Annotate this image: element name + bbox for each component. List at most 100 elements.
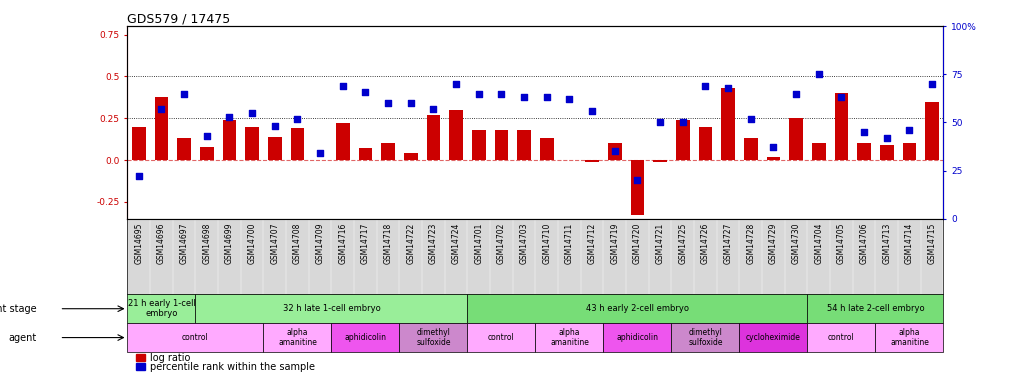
Text: GSM14707: GSM14707 <box>270 222 279 264</box>
Text: log ratio: log ratio <box>150 352 191 363</box>
Text: GSM14701: GSM14701 <box>474 222 483 264</box>
Text: GSM14730: GSM14730 <box>791 222 800 264</box>
Bar <box>874 323 943 352</box>
Text: GSM14717: GSM14717 <box>361 222 370 264</box>
Bar <box>290 128 304 160</box>
Bar <box>924 102 938 160</box>
Text: dimethyl
sulfoxide: dimethyl sulfoxide <box>416 328 450 347</box>
Text: control: control <box>488 333 515 342</box>
Bar <box>879 145 893 160</box>
Bar <box>811 143 824 160</box>
Bar <box>494 130 507 160</box>
Bar <box>467 294 807 323</box>
Text: alpha
amanitine: alpha amanitine <box>278 328 317 347</box>
Bar <box>653 160 666 162</box>
Point <box>877 135 894 141</box>
Text: agent: agent <box>8 333 37 343</box>
Point <box>289 116 306 122</box>
Point <box>855 129 871 135</box>
Text: GSM14710: GSM14710 <box>542 222 551 264</box>
Text: GSM14715: GSM14715 <box>926 222 935 264</box>
Text: percentile rank within the sample: percentile rank within the sample <box>150 362 315 372</box>
Point <box>742 116 758 122</box>
Bar <box>789 118 802 160</box>
Point <box>538 94 554 100</box>
Bar <box>739 323 807 352</box>
Point <box>719 85 736 91</box>
Text: GSM14713: GSM14713 <box>881 222 891 264</box>
Point <box>221 114 237 120</box>
Point <box>674 120 690 126</box>
Bar <box>246 127 259 160</box>
Point <box>651 120 667 126</box>
Text: aphidicolin: aphidicolin <box>344 333 386 342</box>
Text: GSM14711: GSM14711 <box>565 222 574 264</box>
Bar <box>263 323 331 352</box>
Text: GSM14728: GSM14728 <box>746 222 755 264</box>
Text: GSM14725: GSM14725 <box>678 222 687 264</box>
Bar <box>449 110 463 160</box>
Bar <box>136 363 146 370</box>
Bar <box>720 88 735 160</box>
Bar <box>127 294 196 323</box>
Point <box>788 91 804 97</box>
Text: GSM14704: GSM14704 <box>813 222 822 264</box>
Bar <box>698 127 711 160</box>
Text: GSM14727: GSM14727 <box>722 222 732 264</box>
Bar <box>136 354 146 361</box>
Bar <box>404 153 417 160</box>
Bar <box>381 143 394 160</box>
Text: GSM14697: GSM14697 <box>179 222 189 264</box>
Bar <box>399 323 467 352</box>
Text: GSM14716: GSM14716 <box>338 222 347 264</box>
Point <box>130 173 147 179</box>
Text: GSM14729: GSM14729 <box>768 222 777 264</box>
Bar <box>676 120 689 160</box>
Text: GSM14722: GSM14722 <box>406 222 415 264</box>
Text: GSM14696: GSM14696 <box>157 222 166 264</box>
Text: 21 h early 1-cell
embryo: 21 h early 1-cell embryo <box>127 299 196 318</box>
Bar <box>196 294 467 323</box>
Text: GSM14695: GSM14695 <box>135 222 144 264</box>
Bar <box>426 115 440 160</box>
Text: GSM14700: GSM14700 <box>248 222 257 264</box>
Text: GSM14705: GSM14705 <box>837 222 845 264</box>
Point <box>425 106 441 112</box>
Bar <box>766 157 780 160</box>
Bar <box>467 323 535 352</box>
Text: GSM14698: GSM14698 <box>202 222 211 264</box>
Point <box>629 177 645 183</box>
Point <box>470 91 486 97</box>
Bar <box>607 143 621 160</box>
Text: aphidicolin: aphidicolin <box>615 333 658 342</box>
Bar <box>335 123 350 160</box>
Point <box>176 91 193 97</box>
Text: control: control <box>827 333 854 342</box>
Point <box>606 148 623 154</box>
Text: GSM14724: GSM14724 <box>451 222 461 264</box>
Text: GSM14721: GSM14721 <box>655 222 664 264</box>
Text: GSM14720: GSM14720 <box>633 222 641 264</box>
Point <box>153 106 169 112</box>
Text: GSM14699: GSM14699 <box>225 222 233 264</box>
Bar <box>517 130 531 160</box>
Point <box>833 94 849 100</box>
Point <box>312 150 328 156</box>
Text: alpha
amanitine: alpha amanitine <box>890 328 928 347</box>
Bar <box>472 130 485 160</box>
Point <box>357 88 373 94</box>
Bar <box>268 137 281 160</box>
Bar <box>807 323 874 352</box>
Text: 54 h late 2-cell embryo: 54 h late 2-cell embryo <box>825 304 923 313</box>
Text: GSM14726: GSM14726 <box>700 222 709 264</box>
Point <box>923 81 940 87</box>
Point <box>447 81 464 87</box>
Point <box>199 133 215 139</box>
Text: GSM14703: GSM14703 <box>519 222 528 264</box>
Point <box>901 127 917 133</box>
Text: cycloheximide: cycloheximide <box>745 333 800 342</box>
Text: GSM14712: GSM14712 <box>587 222 596 264</box>
Point <box>493 91 510 97</box>
Text: GSM14708: GSM14708 <box>292 222 302 264</box>
Text: control: control <box>182 333 209 342</box>
